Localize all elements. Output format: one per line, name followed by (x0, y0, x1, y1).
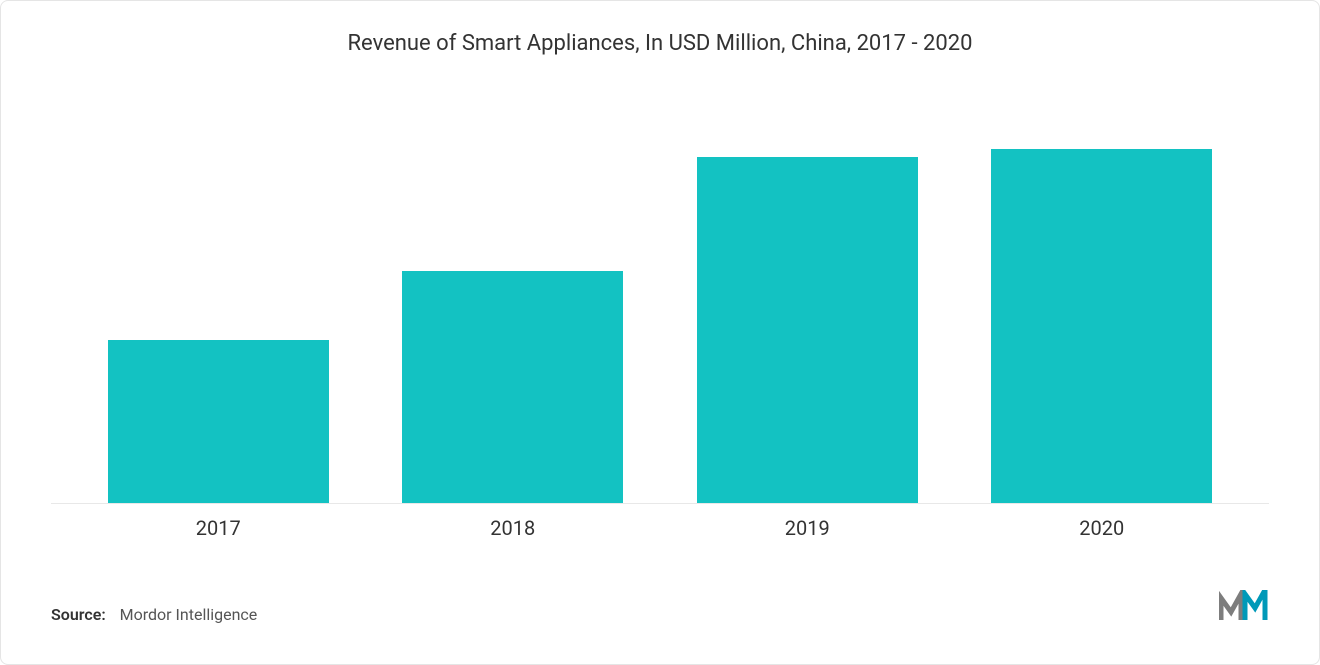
bar-2017 (108, 340, 329, 503)
bar-wrapper-2019 (660, 96, 955, 503)
source-text: Mordor Intelligence (120, 605, 258, 624)
chart-title: Revenue of Smart Appliances, In USD Mill… (51, 31, 1269, 56)
source-line: Source: Mordor Intelligence (51, 605, 257, 624)
x-label-2018: 2018 (366, 516, 661, 540)
chart-container: Revenue of Smart Appliances, In USD Mill… (1, 1, 1319, 664)
bar-wrapper-2018 (366, 96, 661, 503)
bar-wrapper-2017 (71, 96, 366, 503)
bar-wrapper-2020 (955, 96, 1250, 503)
mordor-logo-icon (1219, 590, 1269, 624)
plot-area (51, 96, 1269, 504)
bar-2018 (402, 271, 623, 503)
x-label-2020: 2020 (955, 516, 1250, 540)
source-label: Source: (51, 605, 106, 624)
x-label-2019: 2019 (660, 516, 955, 540)
bar-2020 (991, 149, 1212, 503)
bar-2019 (697, 157, 918, 503)
chart-footer: Source: Mordor Intelligence (51, 590, 1269, 624)
x-label-2017: 2017 (71, 516, 366, 540)
x-axis-labels: 2017 2018 2019 2020 (51, 504, 1269, 540)
